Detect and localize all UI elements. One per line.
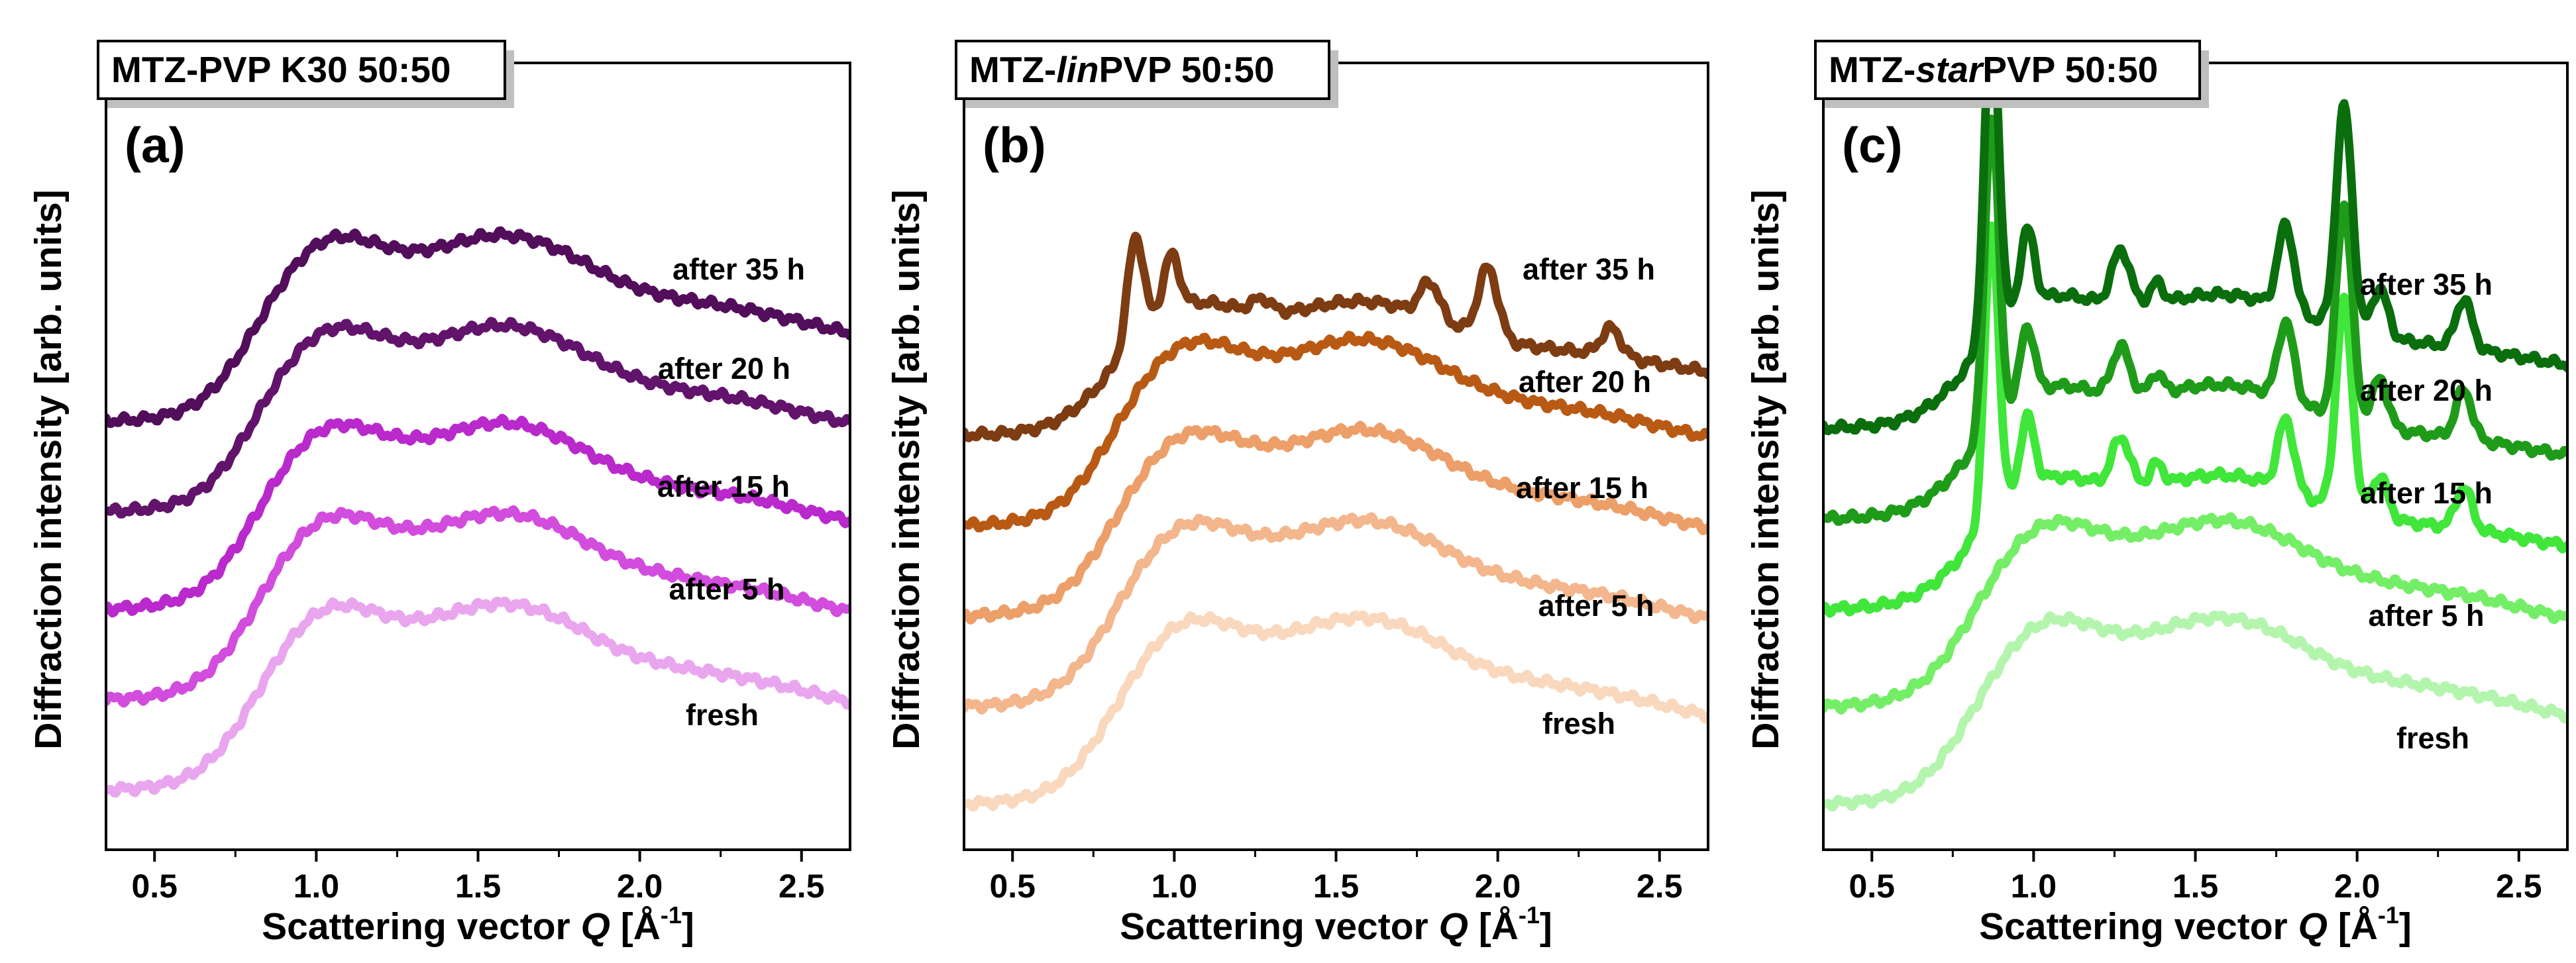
x-tick-label: 1.5 [455, 868, 502, 905]
y-axis-title: Diffraction intensity [arb. units] [885, 189, 928, 750]
curve-label: after 15 h [657, 470, 790, 503]
series-line-after-15-h [1823, 221, 2567, 618]
series-group [106, 226, 850, 798]
panel-title: MTZ-starPVP 50:50 [1829, 49, 2158, 90]
x-tick-label: 2.5 [778, 868, 825, 905]
title-box [97, 40, 506, 100]
x-axis-title: Scattering vector Q [Å-1] [1120, 901, 1552, 948]
series-line-after-5-h [106, 505, 850, 708]
curve-label: after 20 h [2360, 374, 2493, 407]
x-tick-label: 1.0 [294, 868, 340, 905]
y-axis-title: Diffraction intensity [arb. units] [27, 189, 70, 750]
series-line-fresh [106, 596, 850, 798]
series-group [964, 231, 1708, 812]
x-tick-label: 1.0 [1152, 868, 1198, 905]
series-line-after-15-h [964, 421, 1708, 625]
panel-letter: (b) [983, 117, 1046, 173]
series-line-fresh [964, 610, 1708, 812]
series-line-after-20-h [1823, 115, 2567, 526]
curve-label: after 20 h [658, 352, 790, 385]
x-tick-label: 2.0 [1475, 868, 1521, 905]
x-tick-label: 2.5 [2496, 868, 2542, 905]
curve-label: after 35 h [2360, 268, 2493, 301]
x-tick-label: 0.5 [989, 868, 1036, 905]
panel-c: 0.5 1.0 1.5 2.0 2.5 Scattering vector Q [Å-1]… [1744, 40, 2569, 948]
x-tick-label: 1.5 [2173, 868, 2219, 905]
x-tick-label: 2.0 [2334, 868, 2381, 905]
panel-b: 0.5 1.0 1.5 2.0 2.5 Scattering vector Q [Å-1]… [885, 40, 1709, 948]
curve-label: after 5 h [2368, 599, 2484, 633]
x-tick-label: 0.5 [1849, 868, 1895, 905]
title-box [1814, 40, 2201, 100]
curve-label: after 15 h [2360, 476, 2493, 510]
curve-label: after 35 h [672, 252, 805, 286]
curve-label: fresh [1542, 707, 1615, 740]
series-line-after-20-h [106, 317, 850, 519]
curve-label: fresh [686, 698, 759, 732]
panel-title: MTZ-PVP K30 50:50 [111, 49, 451, 90]
y-axis-title: Diffraction intensity [arb. units] [1744, 189, 1787, 750]
series-line-after-5-h [964, 512, 1708, 715]
curve-label: after 5 h [669, 572, 784, 606]
curve-label: after 35 h [1523, 252, 1655, 286]
x-tick-label: 1.0 [2011, 868, 2057, 905]
x-axis-title: Scattering vector Q [Å-1] [262, 901, 694, 948]
panel-letter: (a) [125, 117, 186, 173]
series-line-after-20-h [964, 330, 1708, 532]
x-tick-label: 1.5 [1313, 868, 1360, 905]
series-line-after-35-h [106, 226, 850, 429]
x-tick-label: 2.0 [617, 868, 663, 905]
panel-title: MTZ-linPVP 50:50 [969, 49, 1275, 90]
x-tick-label: 0.5 [131, 868, 178, 905]
x-tick-label: 2.5 [1637, 868, 1683, 905]
x-axis-title: Scattering vector Q [Å-1] [1979, 901, 2412, 948]
series-line-after-35-h [964, 231, 1708, 442]
curve-label: fresh [2396, 721, 2469, 755]
curve-label: after 15 h [1516, 471, 1648, 505]
panel-letter: (c) [1842, 117, 1903, 173]
curve-label: after 5 h [1538, 589, 1654, 623]
panel-a: 0.5 1.0 1.5 2.0 2.5 Scattering vector Q [Å-1]… [27, 40, 851, 948]
series-line-after-35-h [1823, 63, 2567, 436]
series-line-after-15-h [106, 413, 850, 618]
series-line-after-5-h [1823, 512, 2567, 715]
series-line-fresh [1823, 610, 2567, 812]
curve-label: after 20 h [1519, 365, 1651, 399]
title-box [955, 40, 1330, 100]
series-group [1823, 63, 2567, 812]
